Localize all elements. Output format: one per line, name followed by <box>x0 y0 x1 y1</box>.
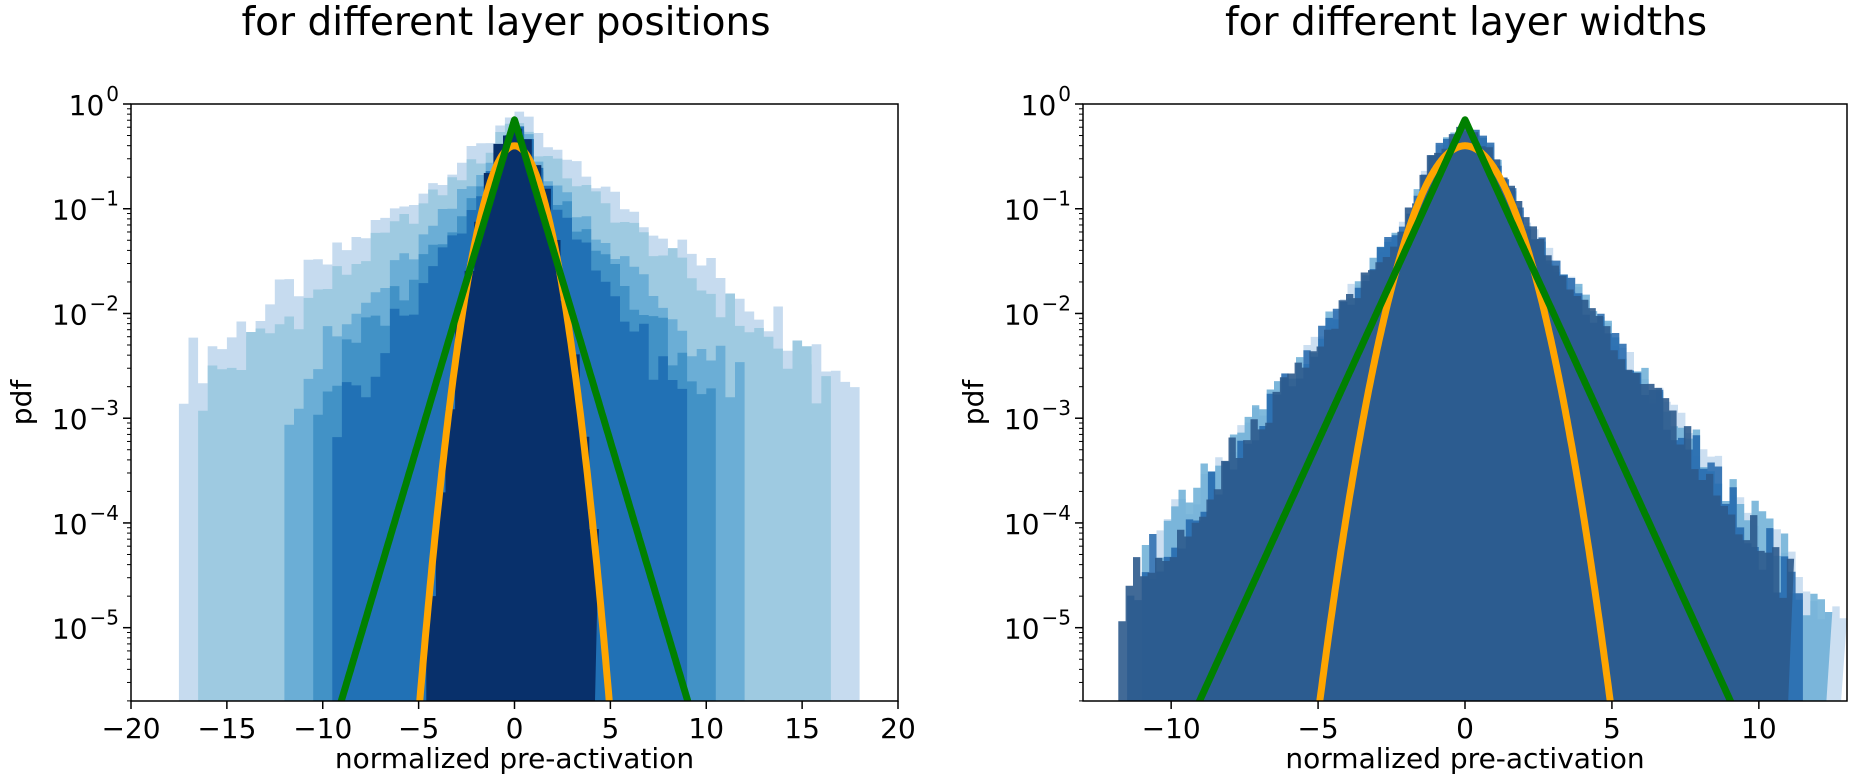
left-chart-title: for different layer positions <box>241 0 771 45</box>
left-xtick-label: 0 <box>506 712 524 745</box>
left-xtick-label: 15 <box>784 712 820 745</box>
right-ytick-label: 10 −4 <box>1004 501 1071 541</box>
left-ytick-exponent: −1 <box>90 187 119 211</box>
right-ytick-label: 10 −2 <box>1004 291 1071 331</box>
right-plot-area <box>1118 116 1847 701</box>
right-xtick-label: −5 <box>1297 712 1338 745</box>
right-gaussian-curve <box>1316 142 1614 701</box>
right-ylabel: pdf <box>957 379 990 426</box>
right-laplace-curve <box>1195 116 1735 701</box>
right-ytick-exponent: −1 <box>1042 187 1071 211</box>
left-laplace-curve <box>337 116 692 701</box>
left-xtick-label: −15 <box>197 712 256 745</box>
left-ylabel: pdf <box>5 379 38 426</box>
left-gaussian-curve <box>416 142 613 701</box>
left-ytick-exponent: −3 <box>90 396 119 420</box>
right-ytick-exponent: −5 <box>1042 606 1071 630</box>
left-ytick-exponent: −2 <box>90 291 119 315</box>
right-xtick-label: 5 <box>1603 712 1621 745</box>
right-chart-title: for different layer widths <box>1224 0 1708 45</box>
left-xtick-label: 10 <box>688 712 724 745</box>
right-ytick-label: 10 0 <box>1021 82 1071 122</box>
right-ytick-exponent: −3 <box>1042 396 1071 420</box>
left-xlabel: normalized pre-activation <box>335 742 694 775</box>
right-ytick-label: 10 −1 <box>1004 187 1071 227</box>
left-xtick-label: −20 <box>101 712 160 745</box>
left-ytick-label: 10 0 <box>69 82 119 122</box>
left-ytick-exponent: 0 <box>106 82 119 106</box>
left-ytick-label: 10 −1 <box>52 187 119 227</box>
left-xtick-label: 5 <box>601 712 619 745</box>
left-xtick-label: 20 <box>880 712 916 745</box>
left-ytick-exponent: −5 <box>90 606 119 630</box>
right-histogram-3 <box>1118 125 1795 701</box>
left-xtick-label: −5 <box>398 712 439 745</box>
right-ytick-label: 10 −3 <box>1004 396 1071 436</box>
left-ytick-label: 10 −4 <box>52 501 119 541</box>
right-ytick-label: 10 −5 <box>1004 606 1071 646</box>
right-ytick-exponent: −4 <box>1042 501 1071 525</box>
left-ytick-exponent: −4 <box>90 501 119 525</box>
left-ytick-label: 10 −5 <box>52 606 119 646</box>
right-xlabel: normalized pre-activation <box>1285 742 1644 775</box>
left-ytick-label: 10 −2 <box>52 291 119 331</box>
right-ytick-exponent: −2 <box>1042 291 1071 315</box>
left-xtick-label: −10 <box>293 712 352 745</box>
left-ytick-label: 10 −3 <box>52 396 119 436</box>
right-xtick-label: 10 <box>1741 712 1777 745</box>
right-xtick-label: −10 <box>1142 712 1201 745</box>
right-xtick-label: 0 <box>1456 712 1474 745</box>
right-ytick-exponent: 0 <box>1058 82 1071 106</box>
left-plot-area <box>178 111 860 701</box>
